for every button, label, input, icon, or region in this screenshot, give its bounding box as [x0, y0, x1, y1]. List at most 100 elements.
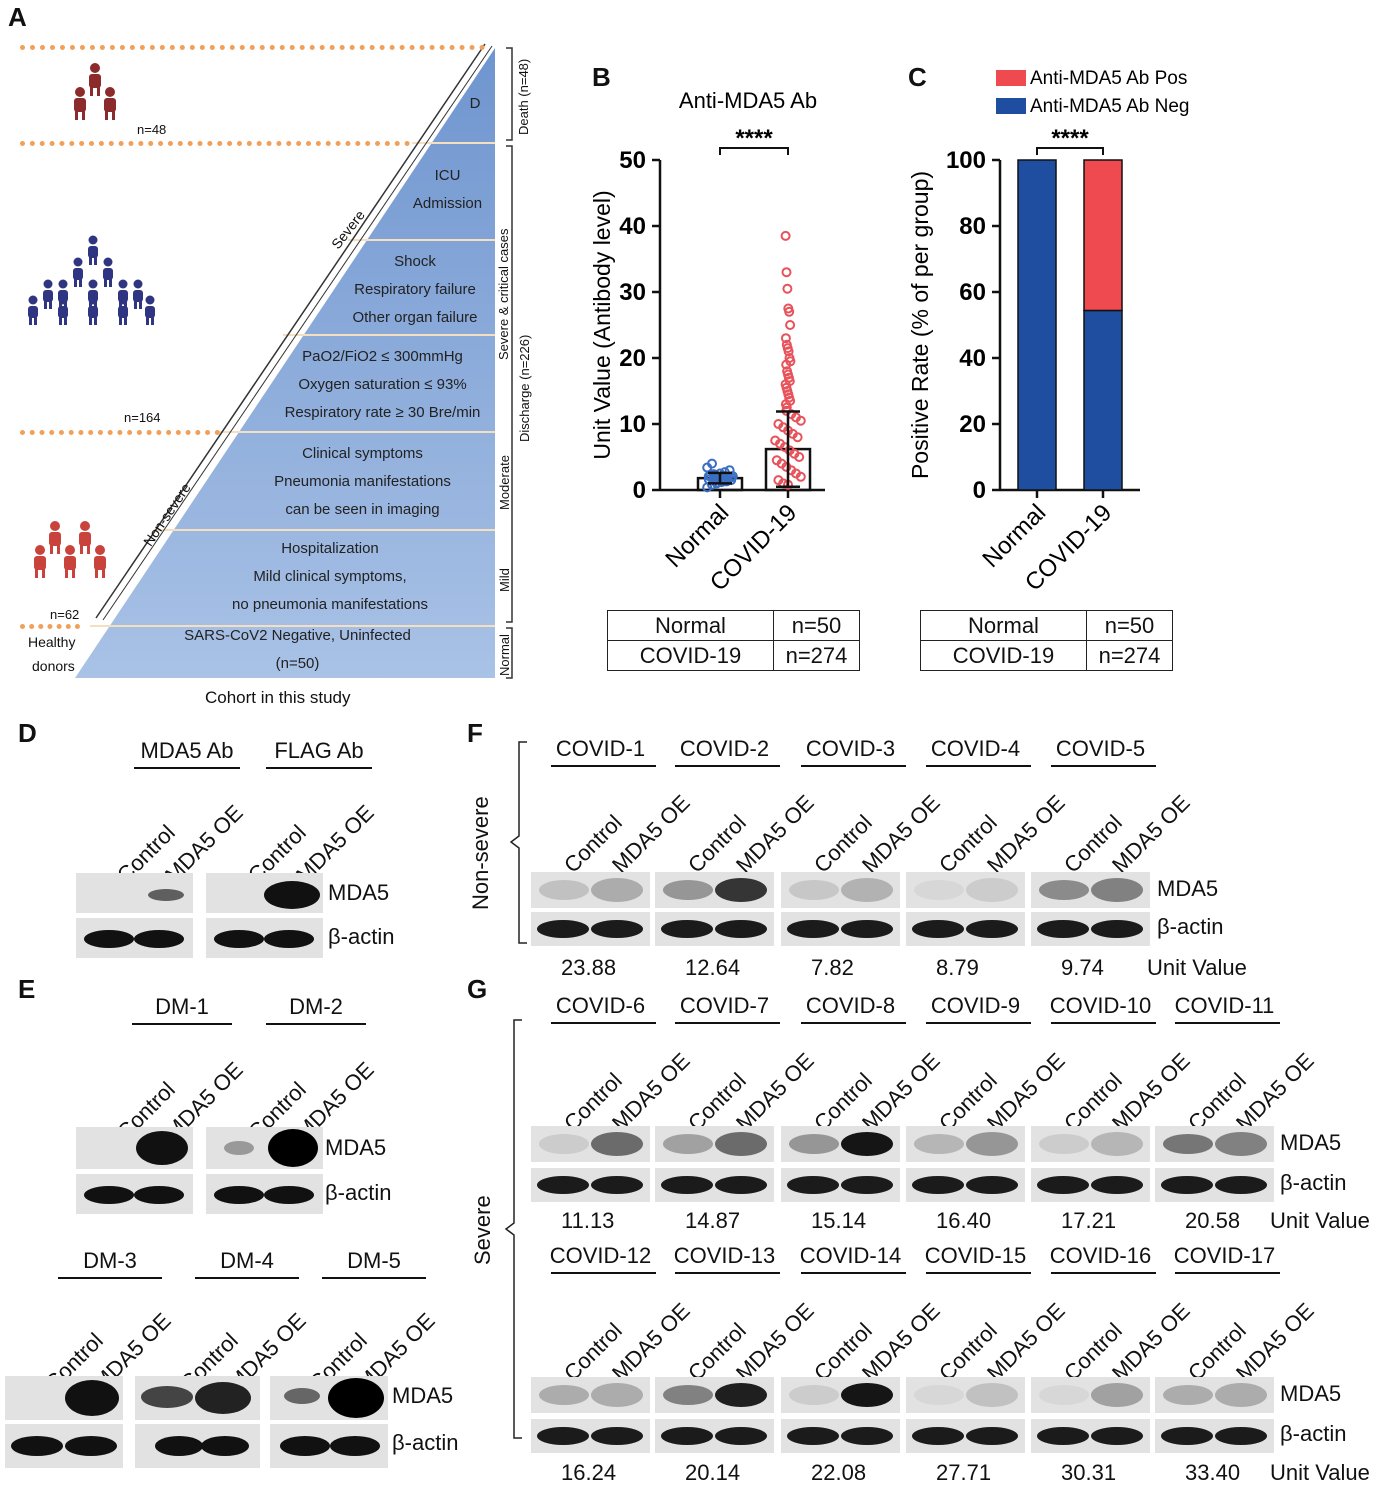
blot-band	[663, 1385, 713, 1405]
unit-value: 16.40	[936, 1208, 992, 1233]
blot-band	[1163, 1134, 1213, 1154]
data-point	[792, 432, 803, 443]
group-underline	[926, 765, 1031, 767]
blot-band	[966, 1176, 1018, 1194]
blot-actin	[270, 1424, 388, 1468]
blot-mda5	[531, 1126, 650, 1162]
blot-label: β-actin	[1280, 1421, 1347, 1446]
y-tick-label: 20	[959, 411, 986, 438]
legend-label: Anti-MDA5 Ab Neg	[1030, 96, 1189, 117]
unit-value: 20.14	[685, 1460, 741, 1485]
blot-actin	[781, 1168, 900, 1202]
blot-band	[912, 920, 964, 938]
group-title: COVID-15	[924, 1243, 1027, 1268]
y-tick-label: 40	[619, 213, 646, 240]
blot-band	[841, 1176, 893, 1194]
brace-severe	[504, 1019, 522, 1439]
blot-band	[1215, 1176, 1267, 1194]
blot-band	[1215, 1383, 1267, 1407]
unit-value: 22.08	[811, 1460, 867, 1485]
blot-band	[591, 1383, 643, 1407]
group-underline	[675, 1272, 780, 1274]
tier-shock: Shock Respiratory failure Other organ fail…	[352, 253, 478, 326]
group-title: COVID-12	[549, 1243, 652, 1268]
group-underline	[926, 1022, 1031, 1024]
chart-title: Anti-MDA5 Ab	[679, 88, 817, 113]
blot-mda5	[76, 873, 193, 913]
table-row: COVID-19 n=274	[607, 640, 860, 671]
group-underline	[675, 765, 780, 767]
group-title: COVID-6	[555, 993, 646, 1018]
unit-value: 8.79	[936, 955, 979, 980]
group-underline	[132, 1023, 232, 1025]
bar-segment	[1083, 309, 1123, 491]
blot-mda5	[655, 1377, 774, 1413]
blot-actin	[206, 918, 323, 958]
blot-actin	[906, 1419, 1025, 1453]
table-row: Normal n=50	[920, 610, 1173, 641]
data-point	[795, 415, 806, 426]
mild-group-icon	[34, 521, 106, 578]
group-underline	[1051, 765, 1156, 767]
divider-dotted-1	[20, 45, 485, 50]
tier-resp: PaO2/FiO2 ≤ 300mmHg Oxygen saturation ≤ 9…	[284, 348, 481, 421]
group-title: COVID-16	[1049, 1243, 1152, 1268]
blot-band	[715, 1132, 767, 1156]
y-tick-label: 20	[619, 345, 646, 372]
label-C: C	[908, 62, 927, 92]
blot-band	[1161, 1176, 1213, 1194]
group-title: COVID-3	[805, 736, 896, 761]
blot-mda5	[1155, 1126, 1274, 1162]
table-row: Normal n=50	[607, 610, 860, 641]
group-underline	[1051, 1022, 1156, 1024]
side-normal: Normal	[497, 634, 512, 676]
y-tick-label: 100	[946, 147, 986, 174]
group-underline	[551, 1272, 656, 1274]
n-death: n=48	[137, 122, 167, 137]
data-point	[780, 230, 791, 241]
y-axis-title: Unit Value (Antibody level)	[589, 190, 615, 459]
unit-value: 27.71	[936, 1460, 992, 1485]
unit-value: 17.21	[1061, 1208, 1117, 1233]
blot-band	[1091, 878, 1143, 902]
blot-band	[1215, 1132, 1267, 1156]
blot-band	[789, 1385, 839, 1405]
unit-value-label: Unit Value	[1270, 1208, 1370, 1233]
table-row: COVID-19 n=274	[920, 640, 1173, 671]
group-title: COVID-8	[805, 993, 896, 1018]
significance-bracket	[1036, 147, 1104, 155]
blot-band	[914, 1134, 964, 1154]
blot-mda5	[76, 1127, 193, 1169]
tier-mild: Hospitalization Mild clinical symptoms, no…	[232, 540, 428, 613]
blot-band	[1215, 1427, 1267, 1445]
blot-label: β-actin	[325, 1180, 392, 1205]
blot-band	[591, 1427, 643, 1445]
group-underline	[801, 1022, 906, 1024]
blot-actin	[531, 1168, 650, 1202]
blot-band	[841, 920, 893, 938]
blot-label: MDA5	[325, 1135, 387, 1160]
chart-b: 0 10 20 30 40 50 Anti-MDA5 Ab Unit Value (Antib…	[589, 88, 825, 597]
side-severe: Severe	[470, 1195, 495, 1265]
blot-mda5	[531, 1377, 650, 1413]
group-underline	[926, 1272, 1031, 1274]
blot-mda5	[655, 1126, 774, 1162]
blot-band	[537, 920, 589, 938]
group-underline	[801, 765, 906, 767]
side-nonsevere: Non-severe	[468, 796, 493, 910]
brace-nonsevere	[509, 741, 527, 944]
group-title: MDA5 Ab	[140, 738, 234, 763]
blot-mda5	[1155, 1377, 1274, 1413]
blot-band	[914, 1385, 964, 1405]
divider-dotted-3	[20, 430, 220, 435]
blot-actin	[655, 1168, 774, 1202]
y-tick-label: 10	[619, 411, 646, 438]
data-point	[795, 471, 806, 482]
group-underline	[675, 1022, 780, 1024]
table-cell: n=50	[773, 610, 860, 641]
label-G: G	[467, 974, 488, 1004]
label-E: E	[18, 974, 36, 1004]
blot-band	[789, 880, 839, 900]
group-underline	[195, 1277, 299, 1279]
group-underline	[322, 1277, 426, 1279]
